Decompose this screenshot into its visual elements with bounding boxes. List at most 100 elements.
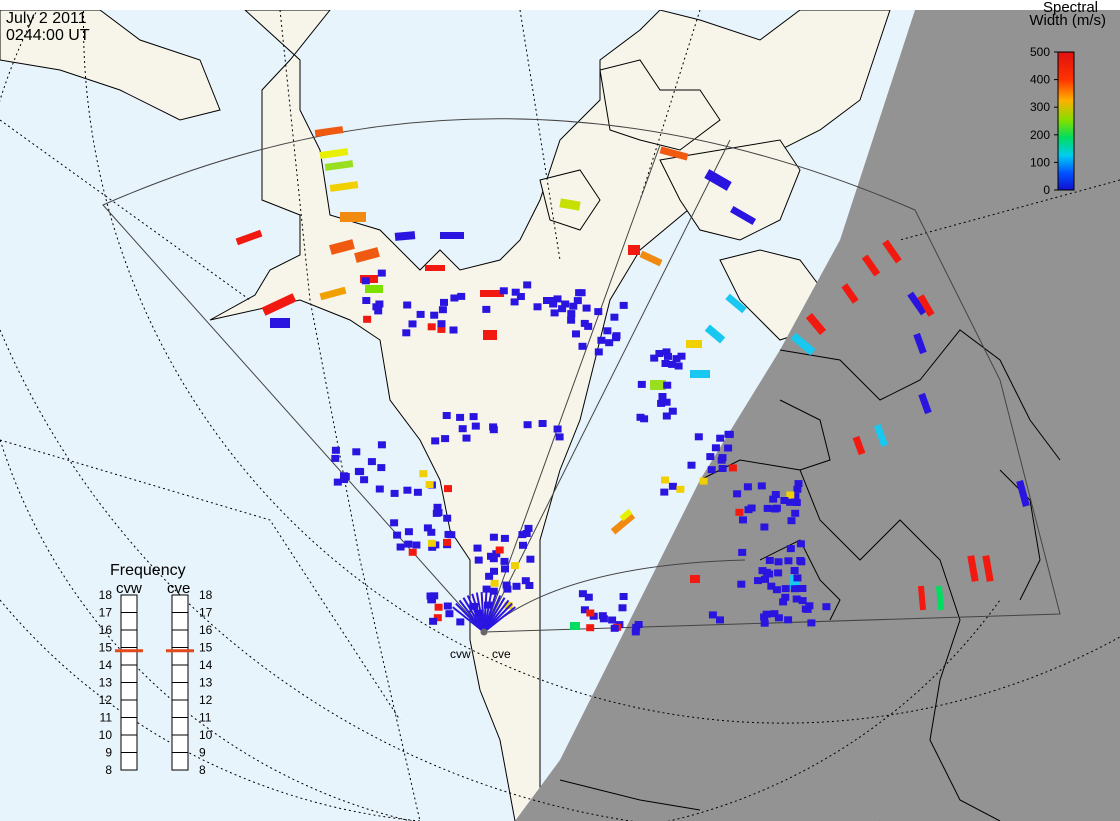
echo-cell <box>605 339 614 347</box>
echo-cell <box>329 181 359 192</box>
echo-cell <box>430 592 439 600</box>
echo-cell <box>489 426 498 434</box>
echo-cell <box>672 355 681 363</box>
echo-cell <box>372 303 381 311</box>
echo-cell <box>521 577 530 585</box>
frequency-scale-label: 18 <box>99 588 113 602</box>
echo-cell <box>786 545 795 553</box>
echo-cell <box>790 567 799 574</box>
echo-cell <box>495 546 504 554</box>
echo-cell <box>917 585 927 611</box>
echo-cell <box>791 509 800 517</box>
legend-tick-label: 200 <box>1030 128 1050 142</box>
echo-cell <box>662 348 671 356</box>
echo-cell <box>367 458 376 466</box>
echo-cell <box>801 605 810 613</box>
echo-cell <box>427 596 436 604</box>
echo-cell <box>784 616 793 624</box>
echo-cell <box>341 473 350 480</box>
echo-cell <box>403 301 412 309</box>
echo-cell <box>584 322 593 330</box>
echo-cell <box>569 302 578 310</box>
echo-cell <box>425 481 434 488</box>
echo-cell <box>770 610 779 618</box>
echo-cell <box>760 619 769 627</box>
echo-cell <box>907 291 927 316</box>
echo-cell <box>690 370 710 378</box>
frequency-scale-label: 16 <box>199 623 213 637</box>
echo-cell <box>432 509 441 517</box>
echo-cell <box>570 622 580 630</box>
echo-cell <box>578 590 587 598</box>
echo-cell <box>594 348 603 356</box>
echo-cell <box>786 498 795 506</box>
echo-cell <box>668 482 677 490</box>
echo-cell <box>761 575 769 583</box>
frequency-scale-label: 9 <box>199 746 206 760</box>
echo-cell <box>796 540 805 548</box>
echo-cell <box>393 531 402 539</box>
echo-cell <box>510 298 519 306</box>
echo-cell <box>489 587 498 595</box>
echo-cell <box>724 444 733 452</box>
echo-cell <box>717 456 726 464</box>
echo-cell <box>716 616 724 624</box>
echo-cell <box>404 540 413 548</box>
echo-cell <box>396 543 405 551</box>
echo-cell <box>780 497 789 504</box>
echo-cell <box>716 434 725 442</box>
frequency-scale-label: 13 <box>199 676 213 690</box>
frequency-scale-label: 18 <box>199 588 213 602</box>
echo-cell <box>362 297 371 304</box>
echo-cell <box>735 508 744 516</box>
echo-cell <box>413 488 422 496</box>
echo-cell <box>423 524 432 532</box>
echo-cell <box>650 354 659 362</box>
echo-cell <box>917 294 935 317</box>
legend-tick-label: 0 <box>1043 183 1050 197</box>
echo-cell <box>661 360 670 367</box>
echo-cell <box>757 482 766 490</box>
echo-cell <box>882 239 902 264</box>
echo-cell <box>555 433 564 441</box>
echo-cell <box>668 360 677 368</box>
frequency-scale-label: 14 <box>99 658 113 672</box>
echo-cell <box>610 313 619 321</box>
echo-cell <box>704 169 732 191</box>
echo-cell <box>774 614 783 622</box>
echo-cell <box>445 610 454 618</box>
frequency-scale-label: 8 <box>199 763 206 777</box>
echo-cell <box>793 574 802 582</box>
echo-cell <box>935 585 945 611</box>
freq-radar-cvw: cvw <box>116 580 142 597</box>
echo-cell <box>526 555 535 563</box>
night-coastlines <box>559 329 1061 821</box>
frequency-scale-label: 11 <box>100 711 113 725</box>
echo-cell <box>561 300 570 308</box>
echo-cell <box>352 448 361 456</box>
echo-cell <box>704 324 726 344</box>
frequency-scale-label: 16 <box>99 623 113 637</box>
echo-cell <box>550 309 559 317</box>
field-of-view <box>102 118 1061 633</box>
echo-cell <box>485 572 494 580</box>
baffin-area <box>659 139 801 241</box>
radar-label-cve: cve <box>492 647 511 661</box>
echo-cell <box>841 283 859 304</box>
echo-cell <box>324 160 354 171</box>
echo-cell <box>791 492 800 500</box>
echo-cell <box>340 212 366 222</box>
echo-cell <box>790 332 816 356</box>
time-label: 0244:00 UT <box>6 27 90 44</box>
echo-cell <box>586 609 595 617</box>
echo-cell <box>331 454 340 462</box>
echo-cell <box>408 320 417 328</box>
echo-cell <box>677 352 686 360</box>
echo-cell <box>434 603 443 611</box>
echo-cell <box>438 306 447 314</box>
echo-cell <box>567 310 576 318</box>
echo-cell <box>404 528 413 536</box>
frequency-scale-label: 10 <box>199 728 213 742</box>
echo-cell <box>474 556 483 564</box>
